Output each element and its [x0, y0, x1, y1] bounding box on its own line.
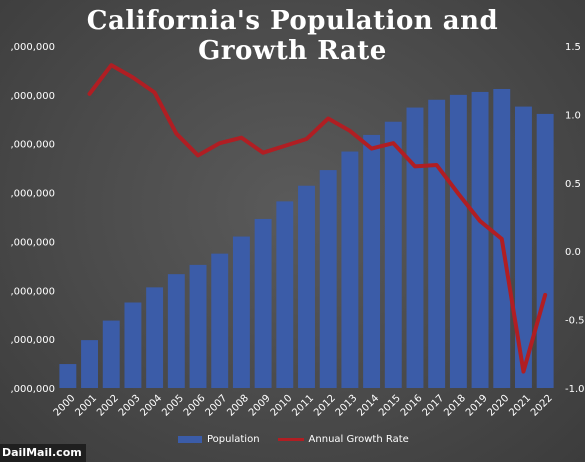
line-series-growth-rate [87, 63, 548, 374]
bar-2003 [124, 302, 142, 388]
left-tick-label: ,000,000 [10, 335, 55, 346]
right-tick-label: 1.5 [565, 42, 581, 53]
right-tick-label: 1.0 [565, 110, 581, 121]
bar-2007 [211, 253, 229, 388]
left-tick-label: ,000,000 [10, 140, 55, 151]
legend-swatch-population [178, 436, 202, 443]
bar-2000 [59, 364, 77, 388]
x-tick-label: 2022 [529, 393, 555, 419]
left-tick-label: ,000,000 [10, 286, 55, 297]
legend: Population Annual Growth Rate [178, 434, 409, 445]
bar-2022 [536, 113, 554, 388]
x-tick-label: 2016 [399, 393, 425, 419]
x-tick-label: 2017 [421, 393, 447, 419]
left-axis-ticks: ,000,000 ,000,000 ,000,000 ,000,000 ,000,000… [10, 42, 55, 395]
x-tick-label: 2007 [204, 393, 230, 419]
x-tick-label: 2013 [334, 393, 360, 419]
chart-title-line1: California's Population and [86, 6, 499, 36]
bar-2016 [406, 107, 424, 388]
x-tick-label: 2021 [507, 393, 533, 419]
left-tick-label: ,000,000 [10, 237, 55, 248]
right-axis-ticks: -1.0 -0.5 0.0 0.5 1.0 1.5 [565, 42, 585, 395]
x-tick-label: 2019 [464, 393, 490, 419]
x-tick-label: 2001 [73, 393, 99, 419]
x-tick-label: 2018 [442, 393, 468, 419]
chart-title: California's Population and Growth Rate [0, 6, 585, 66]
legend-item-population: Population [178, 434, 260, 445]
bar-2005 [167, 274, 185, 388]
chart-title-line2: Growth Rate [198, 36, 387, 66]
bar-series-population [59, 88, 554, 389]
bar-2017 [428, 99, 446, 389]
legend-item-growth-rate: Annual Growth Rate [277, 434, 409, 445]
bar-2015 [384, 121, 402, 388]
bar-2011 [298, 185, 315, 388]
bar-2013 [341, 151, 359, 388]
watermark: DailMail.com [0, 444, 86, 462]
bar-2001 [81, 340, 98, 388]
bar-2004 [146, 287, 164, 388]
left-tick-label: ,000,000 [10, 384, 55, 395]
right-tick-label: 0.0 [565, 247, 581, 258]
x-tick-label: 2005 [160, 393, 186, 419]
growth-rate-line [87, 63, 548, 374]
bar-2009 [254, 218, 272, 388]
left-tick-label: ,000,000 [10, 42, 55, 53]
bar-2018 [449, 94, 467, 389]
left-tick-label: ,000,000 [10, 91, 55, 102]
legend-label-growth-rate: Annual Growth Rate [308, 434, 409, 445]
right-tick-label: -1.0 [565, 384, 585, 395]
bar-2014 [363, 134, 381, 388]
legend-label-population: Population [207, 434, 260, 445]
legend-swatch-growth-rate [277, 438, 304, 441]
bar-2002 [102, 320, 120, 388]
bar-2012 [319, 170, 337, 388]
bar-2021 [515, 106, 532, 388]
x-tick-label: 2003 [117, 393, 143, 419]
x-tick-label: 2010 [269, 393, 295, 419]
x-tick-label: 2000 [52, 393, 78, 419]
x-axis-ticks: 2000200120022003200420052006200720082009… [52, 393, 555, 419]
right-tick-label: 0.5 [565, 179, 581, 190]
bar-2006 [189, 264, 207, 388]
x-tick-label: 2009 [247, 393, 273, 419]
bar-2010 [276, 201, 294, 388]
right-tick-label: -0.5 [565, 316, 585, 327]
bar-2019 [471, 91, 489, 389]
x-tick-label: 2004 [139, 393, 165, 419]
x-tick-label: 2008 [225, 393, 251, 419]
left-tick-label: ,000,000 [10, 189, 55, 200]
x-tick-label: 2014 [355, 393, 381, 419]
x-tick-label: 2002 [95, 393, 121, 419]
x-tick-label: 2011 [290, 393, 316, 419]
x-tick-label: 2012 [312, 393, 338, 419]
bar-2008 [232, 236, 250, 388]
x-tick-label: 2015 [377, 393, 403, 419]
x-tick-label: 2006 [182, 393, 208, 419]
x-tick-label: 2020 [486, 393, 512, 419]
